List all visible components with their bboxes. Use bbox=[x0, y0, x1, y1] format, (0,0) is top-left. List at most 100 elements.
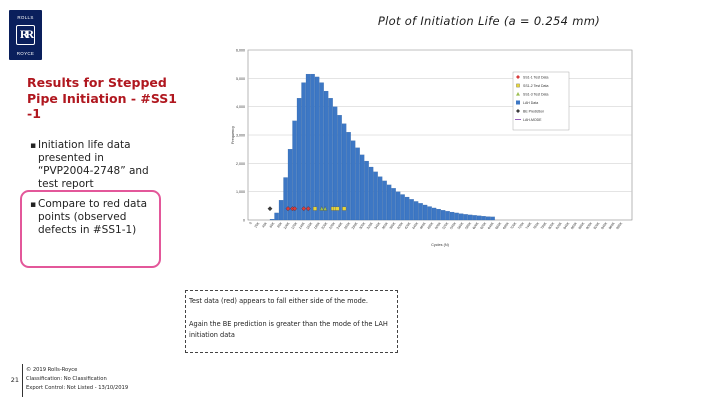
x-tick-label: 660K bbox=[494, 221, 502, 230]
x-tick-label: 160K bbox=[305, 221, 313, 230]
histogram-bar bbox=[449, 211, 455, 221]
x-tick-label: 420K bbox=[404, 221, 412, 230]
histogram-bar bbox=[400, 194, 405, 221]
x-tick-label: 580K bbox=[464, 221, 472, 230]
notes-box: Test data (red) appears to fall either s… bbox=[185, 290, 398, 353]
x-tick-label: 780K bbox=[540, 221, 548, 230]
y-tick-label: 5,000 bbox=[236, 77, 245, 81]
y-tick-label: 2,000 bbox=[236, 162, 245, 166]
x-tick-label: 620K bbox=[479, 221, 487, 230]
histogram-bar bbox=[422, 204, 428, 221]
x-tick-label: 860K bbox=[570, 221, 578, 230]
x-tick-label: 380K bbox=[389, 221, 397, 230]
x-tick-label: 300K bbox=[358, 221, 366, 230]
histogram-bar bbox=[364, 160, 369, 221]
histogram-bar bbox=[427, 206, 432, 221]
y-tick-label: 1,000 bbox=[236, 190, 245, 194]
x-tick-label: 460K bbox=[419, 221, 427, 230]
x-tick-label: 520K bbox=[442, 221, 450, 230]
x-tick-label: 740K bbox=[525, 221, 533, 230]
histogram-bar bbox=[418, 203, 423, 221]
x-tick-label: 20K bbox=[254, 221, 261, 229]
footer-text: © 2019 Rolls-Royce Classification: No Cl… bbox=[26, 366, 128, 393]
histogram-bar bbox=[355, 147, 360, 221]
x-tick-label: 60K bbox=[269, 221, 276, 229]
legend-swatch bbox=[516, 100, 520, 105]
histogram-bar bbox=[436, 208, 441, 221]
x-tick-label: 220K bbox=[328, 221, 336, 230]
data-marker-diamond bbox=[292, 206, 298, 212]
x-tick-label: 480K bbox=[426, 221, 434, 230]
data-marker-diamond bbox=[301, 206, 307, 212]
x-tick-label: 80K bbox=[276, 221, 283, 229]
legend-swatch bbox=[516, 83, 520, 88]
legend-box bbox=[512, 71, 570, 131]
x-tick-label: 240K bbox=[336, 221, 344, 230]
logo-bottom-text: ROYCE bbox=[16, 51, 35, 56]
x-axis-label: Cycles (N) bbox=[431, 243, 449, 247]
x-tick-label: 320K bbox=[366, 221, 374, 230]
histogram-bar bbox=[391, 188, 396, 221]
slide-title: Plot of Initiation Life (a = 0.254 mm) bbox=[377, 14, 600, 28]
histogram-bar bbox=[377, 176, 383, 221]
x-tick-label: 400K bbox=[396, 221, 404, 230]
x-tick-label: 180K bbox=[313, 221, 321, 230]
histogram-bar bbox=[373, 171, 378, 221]
x-tick-label: 880K bbox=[578, 221, 586, 230]
histogram-bar bbox=[445, 211, 450, 221]
footer-classification: Classification: No Classification bbox=[26, 376, 107, 382]
x-tick-label: 340K bbox=[374, 221, 382, 230]
x-tick-label: 900K bbox=[585, 221, 593, 230]
page-number: 21 bbox=[10, 376, 19, 384]
histogram-bar bbox=[337, 115, 342, 221]
note-line: Again the BE prediction is greater than … bbox=[189, 320, 388, 339]
histogram-bar bbox=[350, 140, 356, 221]
histogram-bar bbox=[481, 216, 486, 221]
legend-swatch bbox=[516, 92, 520, 96]
footer-divider bbox=[22, 364, 23, 397]
y-tick-label: 4,000 bbox=[236, 105, 245, 109]
x-tick-label: 920K bbox=[593, 221, 601, 230]
histogram-bar bbox=[454, 212, 459, 221]
x-tick-label: 680K bbox=[502, 221, 510, 230]
note-line: Test data (red) appears to fall either s… bbox=[189, 297, 368, 305]
histogram-bar bbox=[458, 213, 464, 221]
histogram-bar bbox=[323, 90, 329, 221]
x-tick-label: 280K bbox=[351, 221, 359, 230]
histogram-bar bbox=[314, 76, 320, 221]
histogram-bar bbox=[476, 215, 482, 221]
x-tick-label: 800K bbox=[547, 221, 555, 230]
x-tick-label: 540K bbox=[449, 221, 457, 230]
data-marker-triangle bbox=[322, 206, 328, 211]
histogram-bar bbox=[409, 199, 414, 221]
histogram-bar bbox=[485, 216, 491, 221]
bullet-item: ▪ Compare to red data points (observed d… bbox=[30, 198, 160, 237]
highlight-box bbox=[20, 190, 161, 268]
x-tick-label: 100K bbox=[283, 221, 291, 230]
x-tick-label: 500K bbox=[434, 221, 442, 230]
histogram-bar bbox=[269, 219, 275, 221]
x-tick-label: 200K bbox=[321, 221, 329, 230]
data-marker-diamond bbox=[267, 206, 273, 212]
bullet-marker: ▪ bbox=[30, 141, 37, 151]
x-tick-label: 940K bbox=[600, 221, 608, 230]
histogram-bar bbox=[328, 98, 333, 221]
x-tick-label: 560K bbox=[457, 221, 465, 230]
histogram-bar bbox=[341, 123, 347, 221]
x-tick-label: 260K bbox=[343, 221, 351, 230]
data-marker-diamond bbox=[285, 206, 291, 212]
histogram-bar bbox=[386, 184, 392, 221]
bullet-item: ▪ Initiation life data presented in “PVP… bbox=[30, 139, 155, 191]
x-tick-label: 980K bbox=[615, 221, 623, 230]
histogram-bar bbox=[292, 120, 297, 221]
rolls-royce-logo: ROLLS RR ROYCE bbox=[9, 10, 42, 60]
y-tick-label: 0 bbox=[243, 219, 245, 223]
x-tick-label: 640K bbox=[487, 221, 495, 230]
histogram-bar bbox=[440, 210, 446, 221]
x-tick-label: 360K bbox=[381, 221, 389, 230]
x-tick-label: 760K bbox=[532, 221, 540, 230]
logo-top-text: ROLLS bbox=[17, 15, 34, 20]
histogram-bar bbox=[395, 191, 401, 221]
y-tick-label: 3,000 bbox=[236, 134, 245, 138]
x-tick-label: 600K bbox=[472, 221, 480, 230]
